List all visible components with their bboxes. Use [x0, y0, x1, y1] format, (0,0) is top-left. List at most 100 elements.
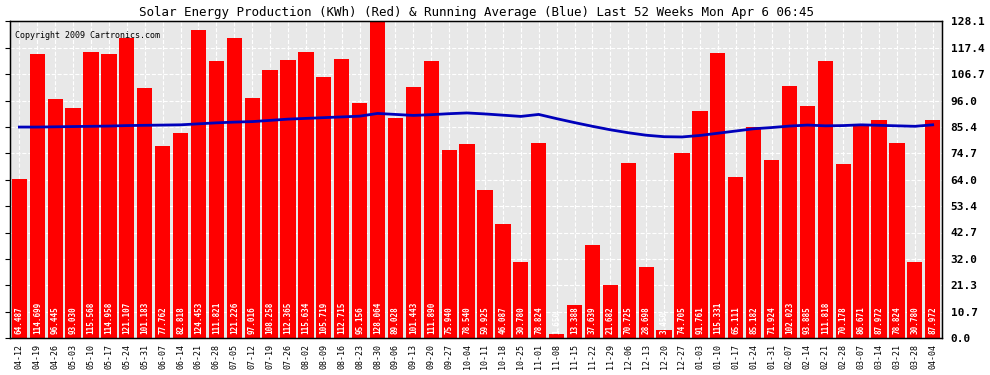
Bar [853, 124, 868, 338]
Text: 102.023: 102.023 [785, 302, 794, 334]
Text: 111.890: 111.890 [427, 302, 436, 334]
Text: 78.540: 78.540 [462, 307, 471, 334]
Bar [155, 146, 170, 338]
Text: 85.182: 85.182 [749, 307, 758, 334]
Text: 30.780: 30.780 [517, 307, 526, 334]
Text: 111.818: 111.818 [821, 302, 830, 334]
Text: 101.443: 101.443 [409, 302, 418, 334]
Text: 112.715: 112.715 [338, 302, 346, 334]
Bar [531, 143, 546, 338]
Bar [442, 150, 456, 338]
Text: 112.365: 112.365 [283, 302, 292, 334]
Bar [101, 54, 117, 338]
Bar [191, 30, 206, 338]
Bar [173, 133, 188, 338]
Text: 77.762: 77.762 [158, 307, 167, 334]
Bar [889, 143, 905, 338]
Text: 59.925: 59.925 [480, 307, 489, 334]
Text: 128.064: 128.064 [373, 302, 382, 334]
Bar [245, 98, 259, 338]
Bar [782, 86, 797, 338]
Bar [262, 70, 278, 338]
Bar [138, 88, 152, 338]
Bar [298, 52, 314, 338]
Text: 65.111: 65.111 [732, 307, 741, 334]
Text: 64.487: 64.487 [15, 307, 24, 334]
Bar [424, 61, 439, 338]
Bar [334, 59, 349, 338]
Bar [603, 285, 618, 338]
Bar [674, 153, 690, 338]
Bar [567, 305, 582, 338]
Bar [585, 245, 600, 338]
Bar [370, 21, 385, 338]
Text: 70.725: 70.725 [624, 307, 633, 334]
Bar [388, 118, 403, 338]
Bar [746, 128, 761, 338]
Bar [83, 52, 99, 338]
Bar [316, 76, 332, 338]
Text: 93.030: 93.030 [68, 307, 77, 334]
Text: 78.824: 78.824 [892, 307, 902, 334]
Text: 89.028: 89.028 [391, 307, 400, 334]
Bar [477, 190, 493, 338]
Text: 101.183: 101.183 [141, 302, 149, 334]
Text: 28.698: 28.698 [642, 307, 650, 334]
Bar [209, 62, 224, 338]
Text: 96.445: 96.445 [50, 307, 59, 334]
Bar [871, 120, 887, 338]
Text: 86.671: 86.671 [856, 307, 865, 334]
Bar [800, 106, 815, 338]
Text: 97.016: 97.016 [248, 307, 256, 334]
Bar [764, 160, 779, 338]
Text: 1.650: 1.650 [552, 311, 561, 334]
Text: 37.639: 37.639 [588, 307, 597, 334]
Bar [710, 53, 726, 338]
Bar [227, 38, 242, 338]
Bar [728, 177, 743, 338]
Text: 87.972: 87.972 [929, 307, 938, 334]
Text: 75.940: 75.940 [445, 307, 453, 334]
Bar [352, 103, 367, 338]
Bar [495, 224, 511, 338]
Bar [692, 111, 708, 338]
Bar [459, 144, 474, 338]
Text: 30.780: 30.780 [910, 307, 920, 334]
Text: 121.226: 121.226 [230, 302, 239, 334]
Bar [925, 120, 940, 338]
Text: 121.107: 121.107 [123, 302, 132, 334]
Text: 115.331: 115.331 [714, 302, 723, 334]
Text: 91.761: 91.761 [695, 307, 705, 334]
Bar [513, 262, 529, 338]
Text: 74.705: 74.705 [677, 307, 686, 334]
Bar [818, 62, 833, 338]
Text: 114.958: 114.958 [104, 302, 114, 334]
Bar [656, 330, 671, 338]
Bar [549, 334, 564, 338]
Text: 95.156: 95.156 [355, 307, 364, 334]
Text: 111.821: 111.821 [212, 302, 221, 334]
Bar [119, 38, 135, 338]
Bar [30, 54, 45, 338]
Text: 115.568: 115.568 [86, 302, 95, 334]
Text: 78.824: 78.824 [535, 307, 544, 334]
Bar [65, 108, 81, 338]
Bar [836, 165, 850, 338]
Bar [406, 87, 421, 338]
Text: 46.087: 46.087 [498, 307, 508, 334]
Bar [12, 178, 27, 338]
Text: Copyright 2009 Cartronics.com: Copyright 2009 Cartronics.com [15, 31, 160, 40]
Text: 13.388: 13.388 [570, 307, 579, 334]
Bar [639, 267, 653, 338]
Bar [280, 60, 296, 338]
Bar [907, 262, 923, 338]
Text: 115.634: 115.634 [301, 302, 311, 334]
Text: 124.453: 124.453 [194, 302, 203, 334]
Text: 71.924: 71.924 [767, 307, 776, 334]
Bar [48, 99, 62, 338]
Text: 105.719: 105.719 [320, 302, 329, 334]
Text: 3.450: 3.450 [659, 311, 668, 334]
Text: 21.682: 21.682 [606, 307, 615, 334]
Text: 70.178: 70.178 [839, 307, 847, 334]
Text: 114.699: 114.699 [33, 302, 42, 334]
